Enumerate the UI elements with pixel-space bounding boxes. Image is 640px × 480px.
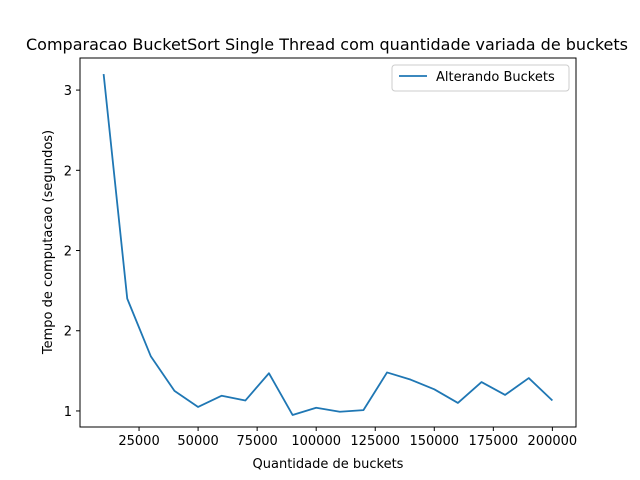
x-tick-label: 100000 xyxy=(291,434,341,449)
x-tick-label: 175000 xyxy=(469,434,519,449)
chart-title: Comparacao BucketSort Single Thread com … xyxy=(26,35,628,54)
plot-area xyxy=(80,58,576,427)
y-axis-label: Tempo de computacao (segundos) xyxy=(41,130,56,355)
legend-label: Alterando Buckets xyxy=(436,70,555,85)
y-tick-label: 1 xyxy=(64,405,72,420)
y-tick-label: 2 xyxy=(64,245,72,260)
x-tick-label: 25000 xyxy=(118,434,159,449)
y-tick-label: 2 xyxy=(64,325,72,340)
x-axis: 25000 50000 75000 100000 125000 150000 175000 2… xyxy=(118,427,577,449)
y-tick-label: 3 xyxy=(64,84,72,99)
x-tick-label: 75000 xyxy=(236,434,277,449)
legend-box xyxy=(391,64,570,92)
legend: Alterando Buckets xyxy=(391,64,570,92)
x-axis-label: Quantidade de buckets xyxy=(253,457,404,472)
y-tick-label: 2 xyxy=(64,164,72,179)
series-line xyxy=(102,73,554,416)
plot-frame xyxy=(79,57,577,428)
x-tick-label: 200000 xyxy=(528,434,578,449)
series-layer xyxy=(102,73,554,416)
x-tick-label: 150000 xyxy=(409,434,459,449)
x-tick-label: 125000 xyxy=(350,434,400,449)
x-tick-label: 50000 xyxy=(177,434,218,449)
y-axis: 1 2 2 2 3 xyxy=(64,84,80,420)
